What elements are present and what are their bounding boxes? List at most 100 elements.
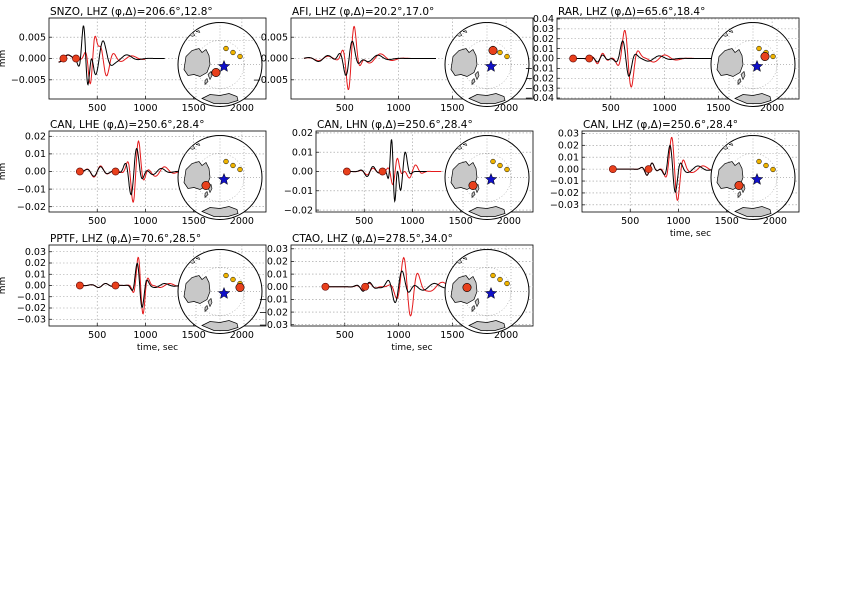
y-tick-label: 0.005 [261, 32, 288, 43]
antarctica-shape [201, 320, 239, 331]
x-tick-label: 500 [336, 103, 354, 114]
station-dot [237, 166, 243, 173]
antarctica-shape [201, 206, 239, 217]
x-tick-label: 500 [336, 330, 354, 341]
window-marker [75, 281, 84, 290]
x-tick-label: 500 [621, 216, 639, 227]
window-marker [378, 167, 387, 176]
x-tick-label: 2000 [230, 216, 254, 227]
y-tick-label: −0.02 [550, 188, 579, 199]
y-axis-label: mm [0, 50, 8, 68]
australia-shape [716, 48, 744, 77]
observed-trace [303, 40, 436, 76]
x-tick-label: 2000 [497, 216, 521, 227]
y-tick-label: 0.01 [267, 269, 288, 280]
new-zealand-shape [471, 297, 480, 313]
x-tick-label: 2000 [494, 103, 518, 114]
event-star-icon [217, 286, 231, 299]
station-dot [756, 45, 762, 52]
station-dot [770, 53, 776, 60]
y-tick-label: −0.005 [11, 75, 46, 86]
x-axis-label: time, sec [670, 229, 711, 239]
y-tick-label: −0.04 [525, 93, 554, 104]
subplot-title: CTAO, LHZ (φ,Δ)=278.5°,34.0° [292, 233, 453, 245]
y-tick-label: 0.01 [533, 44, 554, 55]
selected-station [760, 51, 770, 61]
subplot-title: CAN, LHZ (φ,Δ)=250.6°,28.4° [583, 119, 738, 131]
y-axis-label: mm [0, 277, 8, 295]
window-marker [72, 54, 80, 63]
x-tick-label: 1000 [652, 103, 676, 114]
subplot-2: 500 1000 1500 2000 −0.005 0.000 0.005 AFI, LHZ … [253, 6, 534, 114]
selected-station [734, 181, 744, 191]
window-marker [569, 54, 578, 63]
y-tick-label: −0.03 [17, 314, 46, 325]
x-tick-label: 2000 [760, 103, 784, 114]
x-tick-label: 1000 [400, 216, 424, 227]
australia-shape [183, 275, 211, 304]
x-tick-label: 2000 [763, 216, 787, 227]
y-tick-label: −0.01 [17, 292, 46, 303]
station-dot [504, 166, 510, 173]
y-tick-label: 0.04 [533, 14, 554, 25]
y-tick-label: −0.03 [525, 83, 554, 94]
subplot-1: 500 1000 1500 2000 −0.005 0.000 0.005 SNZO, LHZ… [0, 6, 267, 114]
y-tick-label: 0.00 [292, 167, 313, 178]
y-tick-label: 0.00 [25, 281, 46, 292]
window-marker [111, 281, 120, 290]
inset-map [177, 135, 263, 220]
y-tick-label: 0.02 [25, 131, 46, 142]
australia-shape [450, 48, 478, 77]
antarctica-shape [468, 206, 506, 217]
x-tick-label: 1500 [182, 103, 206, 114]
station-dot [756, 158, 762, 165]
x-tick-label: 2000 [230, 330, 254, 341]
x-tick-label: 1500 [182, 330, 206, 341]
selected-station [462, 282, 472, 292]
x-tick-label: 1500 [440, 103, 464, 114]
subplot-title: SNZO, LHZ (φ,Δ)=206.6°,12.8° [50, 6, 213, 18]
station-dot [497, 49, 503, 56]
x-tick-label: 1500 [706, 103, 730, 114]
x-tick-label: 2000 [494, 330, 518, 341]
y-tick-label: 0.03 [558, 129, 579, 140]
x-axis-label: time, sec [137, 343, 178, 353]
x-tick-label: 1000 [386, 330, 410, 341]
event-star-icon [217, 172, 231, 185]
subplot-title: RAR, LHZ (φ,Δ)=65.6°,18.4° [558, 6, 705, 18]
event-star-icon [484, 172, 498, 185]
y-tick-label: 0.000 [19, 54, 46, 65]
antarctica-shape [468, 93, 506, 104]
y-tick-label: −0.01 [284, 186, 313, 197]
window-marker [644, 165, 653, 174]
y-tick-label: 0.01 [25, 269, 46, 280]
x-tick-label: 500 [602, 103, 620, 114]
y-tick-label: −0.02 [17, 303, 46, 314]
inset-map [710, 22, 796, 107]
x-tick-label: 500 [88, 103, 106, 114]
x-tick-label: 1500 [440, 330, 464, 341]
station-dot [237, 53, 243, 60]
y-tick-label: 0.03 [25, 247, 46, 258]
y-tick-label: 0.000 [261, 54, 288, 65]
x-tick-label: 500 [88, 216, 106, 227]
y-tick-label: −0.02 [525, 73, 554, 84]
x-tick-label: 2000 [230, 103, 254, 114]
y-tick-label: 0.005 [19, 32, 46, 43]
y-tick-label: 0.02 [533, 34, 554, 45]
x-tick-label: 1500 [449, 216, 473, 227]
station-dot [230, 276, 236, 283]
inset-map [177, 22, 263, 107]
station-dot [504, 280, 510, 287]
station-dot [230, 49, 236, 56]
y-tick-label: −0.01 [550, 176, 579, 187]
y-tick-label: 0.03 [267, 244, 288, 255]
selected-station [235, 282, 245, 292]
observed-trace [79, 147, 184, 196]
window-marker [59, 54, 68, 63]
antarctica-shape [201, 93, 239, 104]
x-tick-label: 500 [355, 216, 373, 227]
station-dot [230, 162, 236, 169]
y-tick-label: 0.00 [267, 282, 288, 293]
inset-map [710, 135, 796, 220]
